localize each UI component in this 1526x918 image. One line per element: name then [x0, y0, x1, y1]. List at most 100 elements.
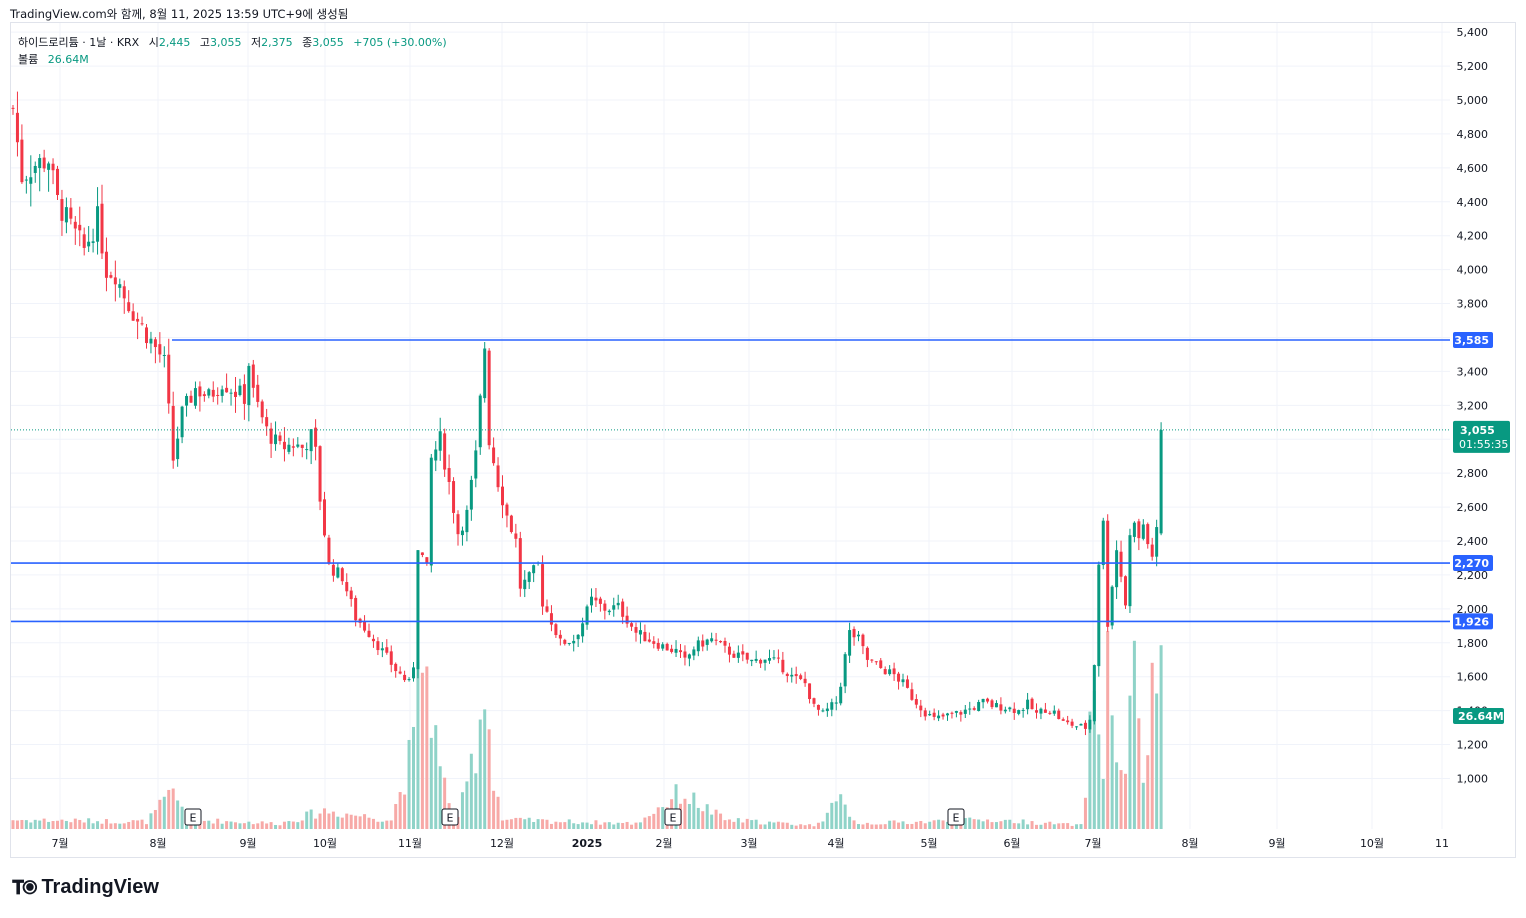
candle-body — [1132, 522, 1136, 537]
candle-body — [714, 639, 718, 641]
volume-bar — [1141, 782, 1145, 829]
candle-body — [674, 648, 678, 653]
candle-body — [679, 650, 682, 653]
candle-body — [745, 652, 749, 660]
chart-frame[interactable] — [10, 22, 1516, 858]
volume-bar — [443, 777, 447, 829]
candle-body — [1030, 698, 1034, 710]
candle-body — [1026, 699, 1030, 710]
candle-body — [1079, 723, 1083, 726]
volume-bar — [20, 819, 24, 829]
candle-body — [149, 338, 153, 344]
x-tick-label: 9월 — [1268, 837, 1285, 850]
candle-body — [145, 327, 148, 344]
candle-body — [153, 339, 157, 348]
candle-body — [941, 714, 945, 717]
candle-body — [127, 302, 131, 312]
volume-bar — [905, 824, 909, 829]
candle-body — [937, 715, 941, 719]
candle-body — [576, 634, 580, 640]
volume-bar — [1043, 822, 1047, 829]
open-value: 2,445 — [158, 36, 191, 49]
y-tick-label: 4,200 — [1457, 230, 1489, 243]
candle-body — [768, 658, 771, 661]
candle-body — [1043, 709, 1047, 713]
volume-bar — [674, 784, 678, 829]
candle-body — [1128, 535, 1132, 607]
volume-bar — [1159, 645, 1163, 829]
volume-bar — [563, 822, 567, 829]
candle-body — [1083, 722, 1087, 729]
volume-bar — [118, 823, 122, 829]
volume-bar — [857, 824, 860, 829]
candle-body — [638, 630, 642, 635]
candle-body — [772, 657, 776, 659]
volume-bar — [625, 821, 629, 829]
x-tick-label: 2월 — [655, 837, 672, 850]
candle-body — [91, 241, 95, 243]
low-label: 저 — [250, 36, 262, 49]
volume-bar — [1030, 821, 1034, 829]
candle-body — [701, 640, 705, 647]
volume-bar — [171, 788, 175, 829]
candle-body — [883, 669, 887, 675]
tradingview-logo[interactable]: 𝐓⦿ TradingView — [12, 876, 159, 899]
volume-bar — [803, 825, 807, 829]
volume-bar — [1026, 824, 1030, 829]
y-tick-label: 1,200 — [1457, 739, 1489, 752]
candle-body — [501, 486, 504, 506]
symbol-name: 하이드로리튬 · 1날 · KRX — [18, 36, 140, 49]
volume-bar — [153, 809, 157, 829]
volume-bar — [64, 820, 68, 829]
volume-bar — [109, 823, 113, 829]
candle-body — [643, 631, 647, 642]
volume-bar — [1146, 755, 1150, 829]
candle-body — [990, 700, 994, 708]
y-tick-label: 5,400 — [1457, 26, 1489, 39]
volume-bar — [367, 817, 371, 829]
candle-body — [96, 206, 100, 242]
x-tick-label: 6월 — [1003, 837, 1020, 850]
candle-body — [109, 275, 113, 278]
volume-bar — [149, 813, 153, 829]
volume-bar — [501, 820, 504, 829]
candle-body — [549, 613, 553, 625]
volume-bar — [291, 821, 295, 829]
candle-body — [1057, 710, 1061, 720]
y-tick-label: 2,800 — [1457, 467, 1489, 480]
volume-bar — [518, 817, 522, 829]
candle-body — [710, 638, 714, 642]
volume-bar — [309, 809, 313, 829]
volume-bar — [732, 821, 736, 829]
candle-body — [719, 640, 723, 643]
candle-body — [64, 207, 68, 223]
volume-bar — [736, 818, 740, 829]
candle-body — [425, 557, 429, 564]
x-tick-label: 3월 — [740, 837, 757, 850]
candle-body — [69, 207, 73, 219]
candle-body — [585, 606, 589, 625]
volume-bar — [429, 737, 433, 829]
candle-body — [977, 701, 981, 711]
volume-bar — [371, 818, 375, 829]
volume-bar — [78, 819, 82, 829]
volume-bar — [1083, 797, 1087, 829]
candle-body — [1048, 712, 1052, 714]
symbol-legend: 하이드로리튬 · 1날 · KRX 시2,445 고3,055 저2,375 종… — [18, 34, 447, 68]
candle-body — [274, 434, 278, 445]
candle-body — [29, 177, 33, 184]
volume-bar — [986, 819, 990, 829]
volume-bar — [73, 818, 77, 829]
candle-body — [492, 447, 496, 464]
volume-bar — [1061, 823, 1065, 829]
candle-body — [754, 658, 758, 661]
x-axis: 7월 8월 9월 10월 11월 12월 2025 2월 3월 4월 5월 6월 7월 8월 9월 10월 11 — [51, 837, 1449, 850]
candle-body — [759, 659, 763, 664]
volume-bar — [968, 817, 972, 829]
volume-bar — [1035, 824, 1038, 829]
candle-body — [910, 689, 914, 700]
volume-value: 26.64M — [47, 53, 89, 66]
candle-body — [265, 417, 269, 427]
candle-body — [51, 163, 55, 171]
